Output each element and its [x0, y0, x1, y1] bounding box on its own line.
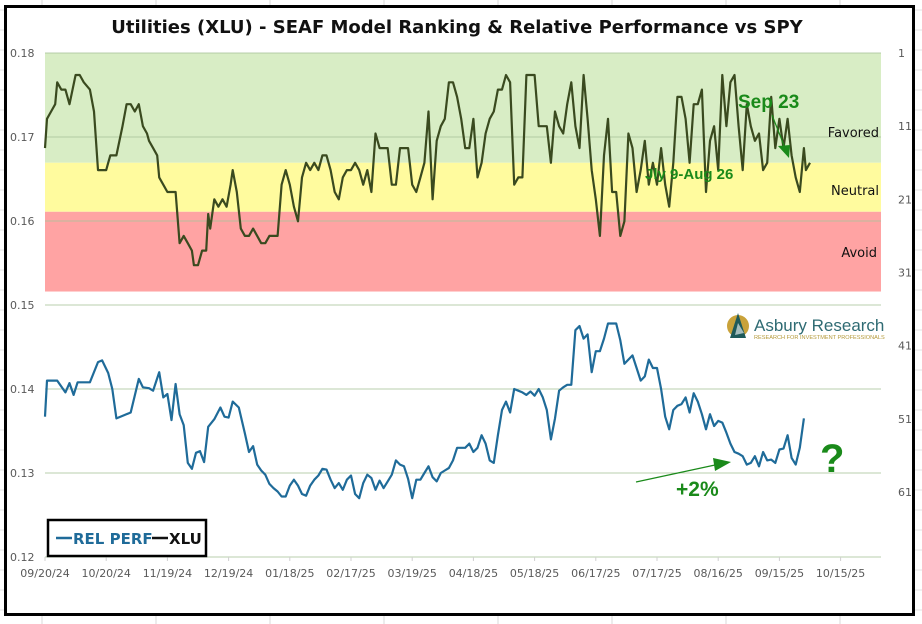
left-axis: 0.18 0.17 0.16 0.15 0.14 0.13 0.12 [10, 47, 35, 564]
zone-avoid [45, 211, 881, 292]
legend: REL PERF XLU [46, 518, 208, 558]
zone-neutral [45, 162, 881, 212]
annotation-sep23: Sep 23 [738, 92, 799, 113]
x-tick-label: 01/18/25 [265, 567, 314, 580]
annotation-jly9-aug26: Jly 9-Aug 26 [645, 166, 733, 183]
right-tick-label: 31 [898, 267, 912, 280]
x-tick-label: 06/17/25 [571, 567, 620, 580]
annotation-question: ? [820, 437, 844, 481]
left-tick-label: 0.17 [10, 131, 35, 144]
x-tick-label: 09/15/25 [755, 567, 804, 580]
zone-label-neutral: Neutral [831, 184, 879, 199]
asbury-research-logo: Asbury Research RESEARCH FOR INVESTMENT … [727, 313, 885, 341]
right-tick-label: 51 [898, 413, 912, 426]
x-tick-label: 07/17/25 [632, 567, 681, 580]
legend-label-rel-perf: REL PERF [73, 530, 153, 548]
x-tick-label: 11/19/24 [143, 567, 192, 580]
zone-favored [45, 53, 881, 163]
legend-label-xlu: XLU [169, 530, 202, 548]
annotation-plus2: +2% [676, 478, 719, 501]
annotation-plus2-arrow [635, 458, 731, 483]
chart-title: Utilities (XLU) - SEAF Model Ranking & R… [111, 17, 803, 38]
x-tick-label: 02/17/25 [326, 567, 375, 580]
zone-label-favored: Favored [828, 126, 879, 141]
x-tick-label: 10/15/25 [816, 567, 865, 580]
left-tick-label: 0.13 [10, 467, 35, 480]
zone-label-avoid: Avoid [841, 246, 877, 261]
x-tick-label: 12/19/24 [204, 567, 253, 580]
x-tick-label: 05/18/25 [510, 567, 559, 580]
logo-mark-icon [727, 313, 749, 338]
left-tick-label: 0.16 [10, 215, 35, 228]
logo-name: Asbury Research [754, 316, 884, 335]
x-tick-label: 03/19/25 [387, 567, 436, 580]
logo-tagline: RESEARCH FOR INVESTMENT PROFESSIONALS [754, 335, 885, 341]
right-tick-label: 41 [898, 340, 912, 353]
left-tick-label: 0.18 [10, 47, 35, 60]
x-tick-label: 08/16/25 [693, 567, 742, 580]
left-tick-label: 0.12 [10, 551, 35, 564]
series-line-rel-perf [43, 322, 805, 500]
right-tick-label: 11 [898, 120, 912, 133]
left-tick-label: 0.14 [10, 383, 35, 396]
x-tick-label: 10/20/24 [81, 567, 130, 580]
x-tick-label: 04/18/25 [449, 567, 498, 580]
series-line-xlu [43, 73, 811, 267]
left-tick-label: 0.15 [10, 299, 35, 312]
x-tick-label: 09/20/24 [20, 567, 69, 580]
zones-layer [45, 53, 881, 292]
annotation-sep23-arrow [771, 114, 790, 158]
x-axis: 09/20/24 10/20/24 11/19/24 12/19/24 01/18/25… [20, 557, 865, 580]
right-tick-label: 61 [898, 486, 912, 499]
series-layer [43, 73, 811, 500]
right-tick-label: 1 [898, 47, 905, 60]
right-tick-label: 21 [898, 193, 912, 206]
